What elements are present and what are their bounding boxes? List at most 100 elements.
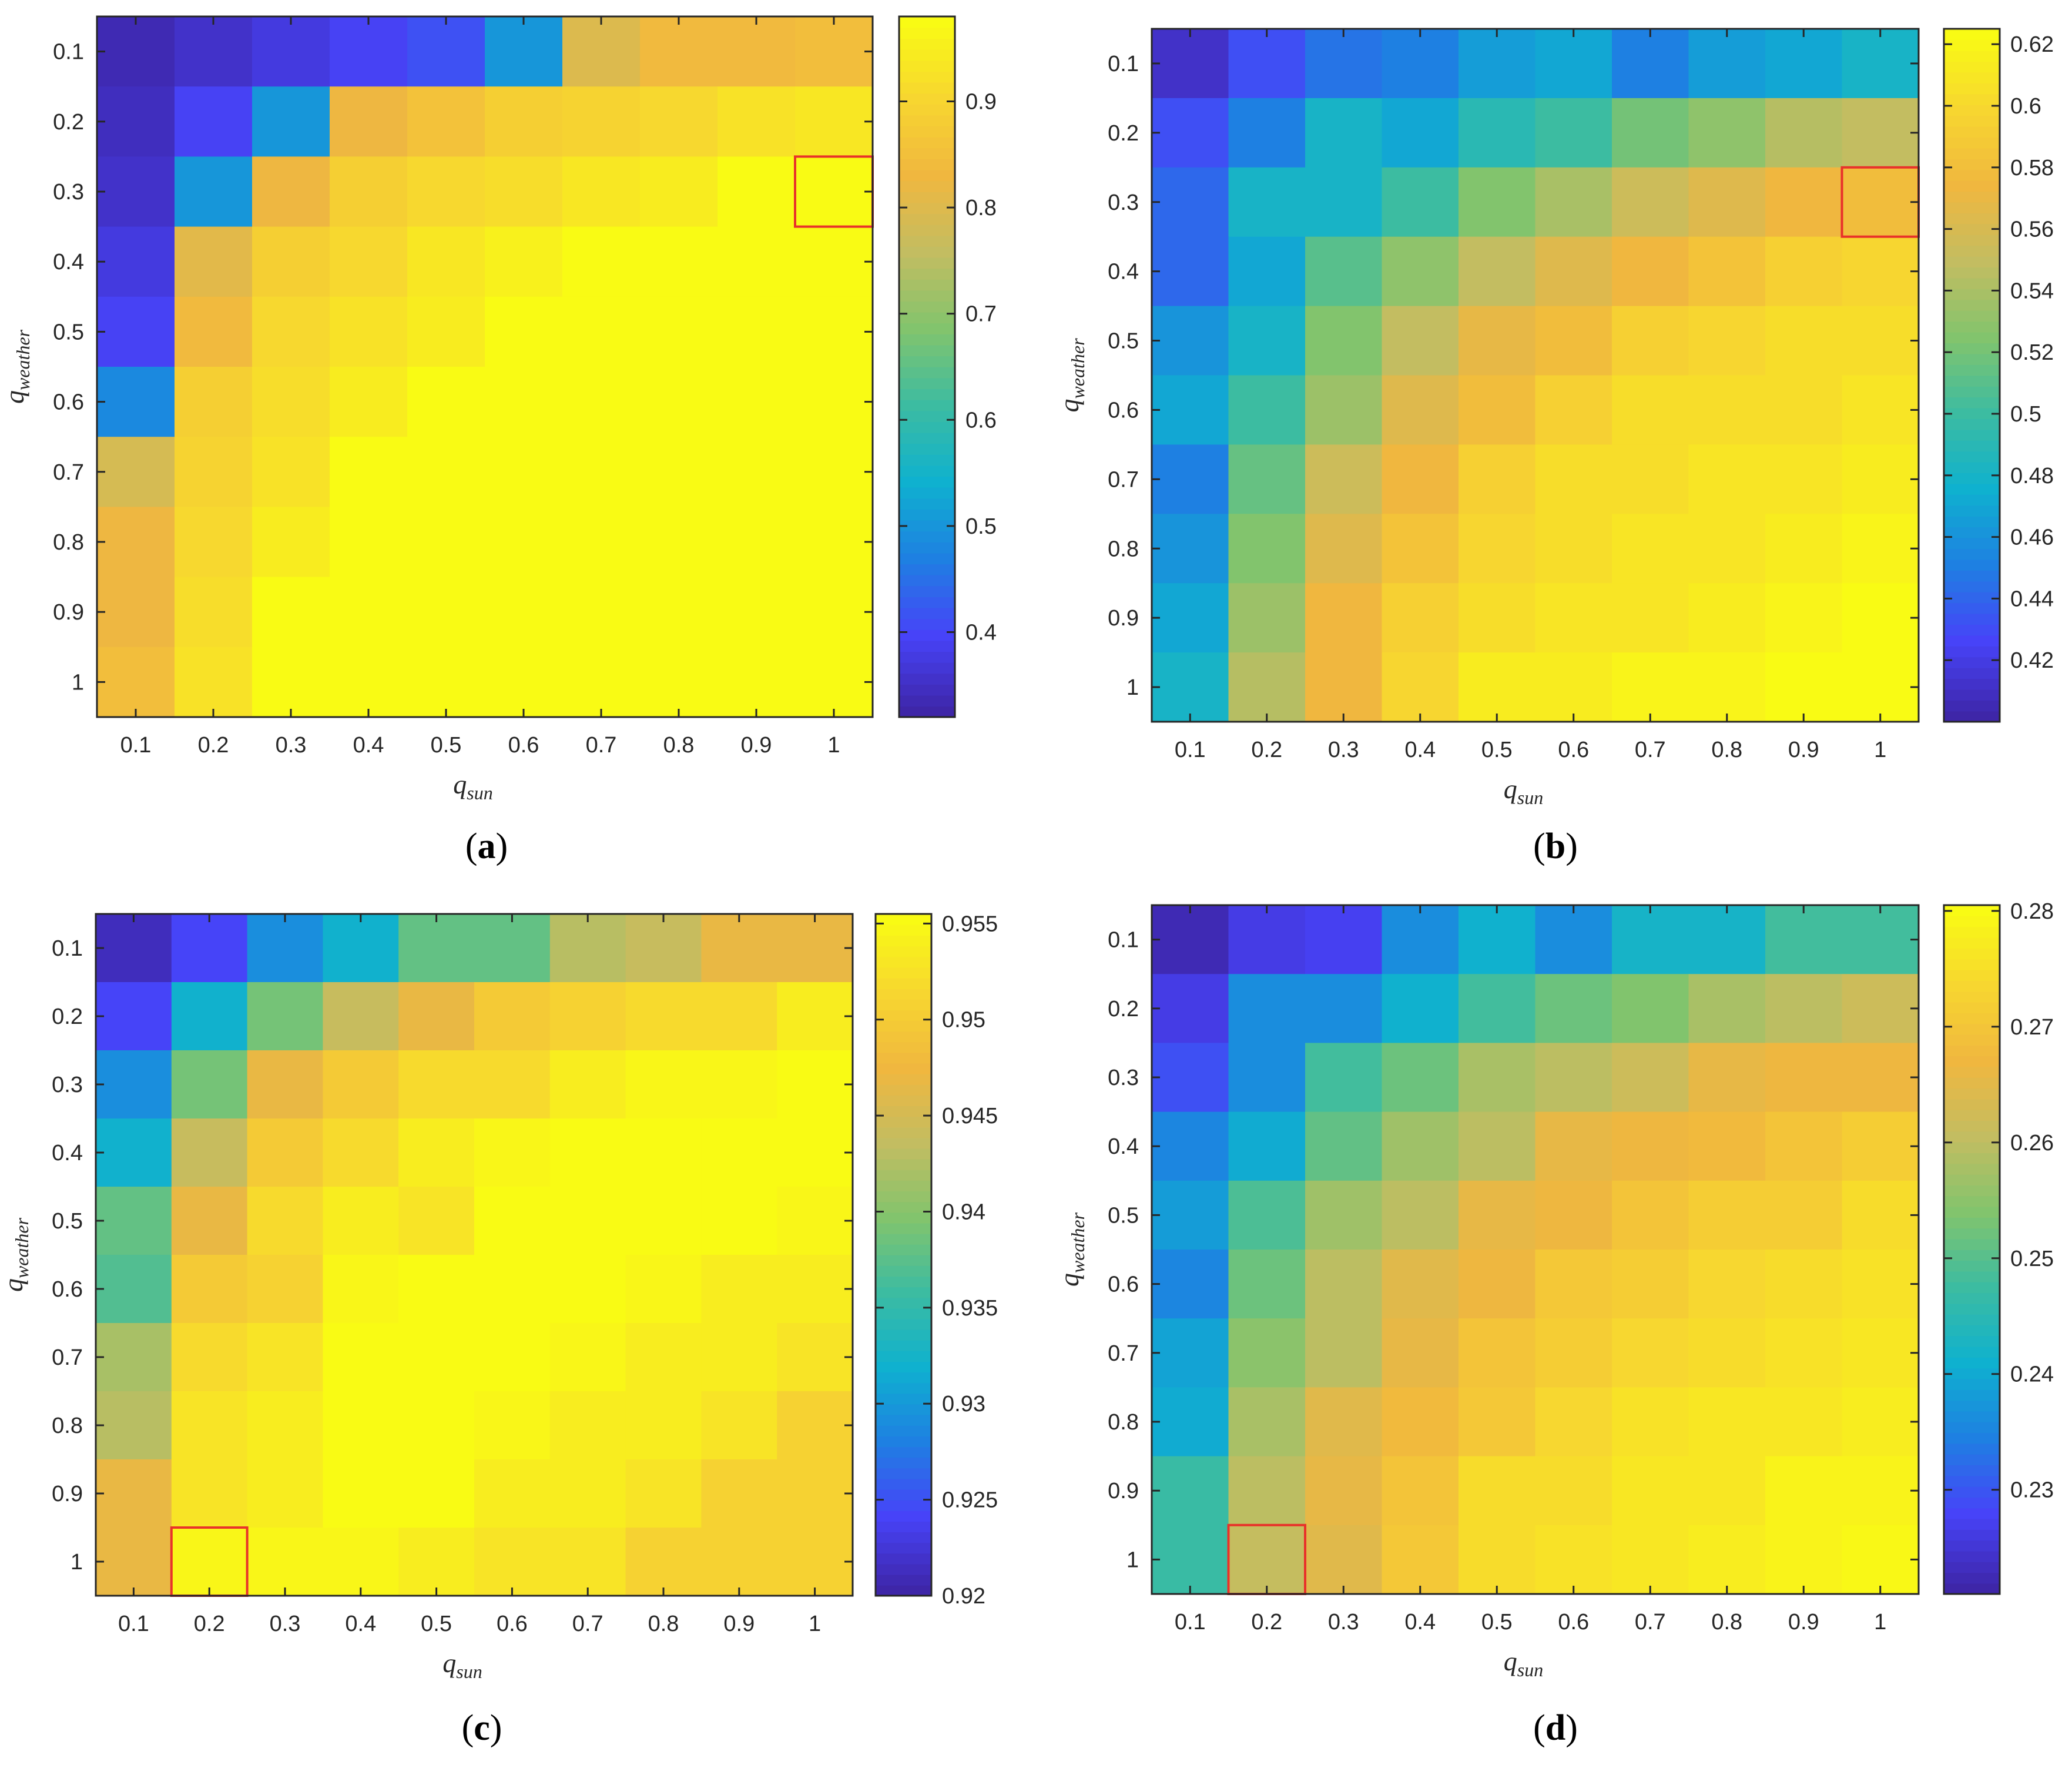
colorbar-segment: [876, 1532, 931, 1543]
colorbar-segment: [1944, 1174, 2000, 1185]
colorbar-segment: [1944, 148, 2000, 159]
heatmap-cell: [474, 1528, 551, 1596]
colorbar-segment: [876, 988, 931, 1000]
x-tick-label: 0.6: [1558, 738, 1589, 762]
heatmap-cell: [485, 507, 563, 578]
colorbar-segment: [1944, 72, 2000, 83]
colorbar-segment: [1944, 418, 2000, 430]
y-tick-label: 0.3: [53, 180, 84, 205]
colorbar-segment: [1944, 1141, 2000, 1153]
x-tick-label: 0.3: [1328, 1610, 1359, 1635]
colorbar-tick-label: 0.44: [2010, 587, 2054, 611]
y-tick-label: 0.9: [52, 1482, 83, 1506]
colorbar-segment: [899, 93, 955, 105]
y-tick-label: 1: [1126, 1548, 1139, 1572]
heatmap-cell: [701, 1391, 777, 1460]
colorbar-segment: [899, 290, 955, 302]
y-tick-label: 0.8: [1108, 1410, 1139, 1435]
heatmap-cell: [1228, 306, 1306, 376]
heatmap-cell: [171, 1187, 248, 1255]
heatmap-cell: [398, 1187, 475, 1255]
heatmap-cell: [1842, 1318, 1919, 1388]
colorbar-segment: [876, 914, 931, 925]
heatmap-cell: [701, 982, 777, 1051]
colorbar-segment: [1944, 483, 2000, 495]
caption-open-paren: (: [1533, 826, 1545, 866]
heatmap-cell: [1535, 514, 1612, 584]
heatmap-cell: [1382, 1525, 1459, 1595]
x-tick-label: 0.9: [741, 733, 772, 758]
heatmap-cell: [1305, 514, 1383, 584]
colorbar-segment: [1944, 1228, 2000, 1240]
colorbar-segment: [899, 356, 955, 367]
colorbar-segment: [1944, 191, 2000, 203]
heatmap-cell: [625, 1118, 702, 1187]
heatmap-cell: [247, 1255, 324, 1324]
heatmap-cell: [474, 1187, 551, 1255]
heatmap-cell: [323, 1118, 399, 1187]
y-tick-label: 0.7: [52, 1345, 83, 1370]
heatmap-cell: [485, 577, 563, 648]
colorbar-segment: [876, 1297, 931, 1309]
colorbar-segment: [876, 1457, 931, 1469]
colorbar-segment: [1944, 1206, 2000, 1218]
y-tick-label: 0.1: [52, 936, 83, 961]
heatmap-cell: [1382, 583, 1459, 653]
heatmap-cell: [1765, 375, 1843, 446]
heatmap-cell: [1152, 905, 1229, 974]
colorbar-segment: [1944, 1077, 2000, 1089]
caption-letter: d: [1545, 1708, 1565, 1748]
heatmap-cell: [1842, 1250, 1919, 1319]
heatmap-cell: [1612, 29, 1689, 99]
heatmap-cell: [1535, 236, 1612, 307]
heatmap-cell: [795, 226, 873, 297]
heatmap-cell: [1382, 974, 1459, 1044]
colorbar-segment: [1944, 386, 2000, 398]
colorbar-segment: [1944, 678, 2000, 690]
heatmap-cell: [625, 1459, 702, 1528]
heatmap-cell: [97, 86, 175, 158]
colorbar-segment: [899, 487, 955, 499]
colorbar-tick-label: 0.28: [2010, 899, 2054, 924]
colorbar-tick-label: 0.56: [2010, 217, 2054, 242]
colorbar-segment: [899, 169, 955, 182]
heatmap-cell: [1152, 375, 1229, 446]
y-tick-label: 0.9: [1108, 606, 1139, 631]
heatmap-cell: [1382, 1318, 1459, 1388]
x-tick-label: 0.2: [194, 1612, 225, 1636]
x-tick-label: 0.2: [1251, 1610, 1282, 1635]
colorbar-segment: [1944, 1195, 2000, 1207]
colorbar-segment: [876, 1499, 931, 1511]
colorbar-segment: [1944, 1411, 2000, 1422]
colorbar-segment: [1944, 397, 2000, 408]
heatmap-cell: [398, 1391, 475, 1460]
colorbar-segment: [876, 1063, 931, 1074]
heatmap-cell: [1305, 905, 1383, 974]
heatmap-cell: [777, 914, 853, 983]
heatmap-cell: [701, 914, 777, 983]
heatmap-cell: [97, 437, 175, 508]
y-tick-label: 1: [71, 1550, 83, 1575]
colorbar-tick-label: 0.8: [965, 196, 997, 220]
heatmap-cell: [1612, 1043, 1689, 1113]
colorbar-segment: [876, 1191, 931, 1203]
colorbar-segment: [1944, 916, 2000, 927]
x-axis-label-base: q: [1504, 1646, 1517, 1676]
x-tick-label: 0.9: [1788, 1610, 1819, 1635]
caption-close-paren: ): [1565, 1708, 1578, 1748]
heatmap-cell: [247, 982, 324, 1051]
colorbar-segment: [1944, 1314, 2000, 1325]
axes-frame: [1151, 904, 1920, 1595]
heatmap-cell: [625, 1050, 702, 1119]
heatmap-cell: [96, 1528, 172, 1596]
heatmap-cell: [1305, 98, 1383, 168]
y-tick-label: 0.3: [1108, 1066, 1139, 1090]
colorbar-segment: [876, 1127, 931, 1138]
heatmap-cell: [1535, 167, 1612, 237]
colorbar-segment: [899, 618, 955, 630]
axes-frame: [95, 913, 854, 1597]
colorbar-segment: [899, 421, 955, 433]
colorbar-segment: [1944, 299, 2000, 311]
colorbar-segment: [1944, 969, 2000, 981]
heatmap-cell: [1382, 1387, 1459, 1457]
